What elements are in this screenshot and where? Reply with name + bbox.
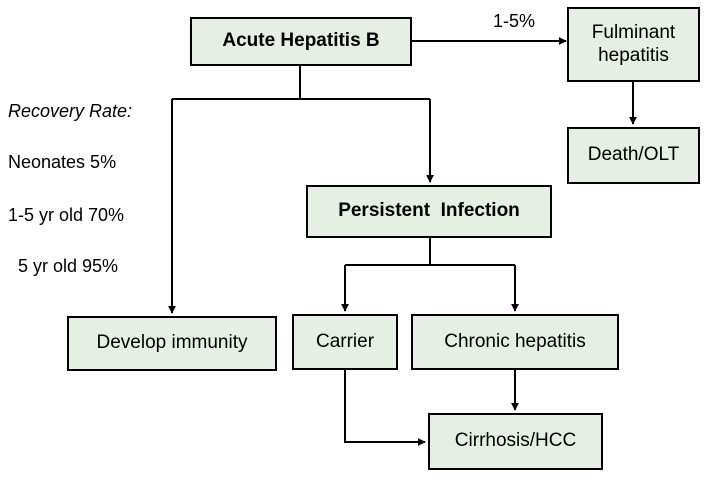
node-persistent-infection: Persistent Infection — [306, 185, 552, 238]
recovery-1-5-yr: 1-5 yr old 70% — [8, 205, 125, 225]
arrow-carrier-to-cirrhosis — [344, 370, 426, 446]
node-death-olt: Death/OLT — [567, 127, 700, 184]
node-develop-immunity: Develop immunity — [67, 316, 277, 371]
node-cirrhosis-hcc: Cirrhosis/HCC — [428, 413, 603, 470]
recovery-5-yr: 5 yr old 95% — [18, 256, 119, 276]
recovery-rate-title: Recovery Rate: — [8, 101, 133, 121]
node-chronic-hepatitis: Chronic hepatitis — [411, 314, 619, 370]
node-carrier: Carrier — [292, 314, 398, 370]
label-fulminant-rate: 1-5% — [493, 11, 536, 31]
node-acute-hepatitis-b: Acute Hepatitis B — [190, 17, 412, 66]
node-fulminant-hepatitis: Fulminant hepatitis — [567, 7, 700, 82]
recovery-neonates: Neonates 5% — [8, 152, 117, 172]
